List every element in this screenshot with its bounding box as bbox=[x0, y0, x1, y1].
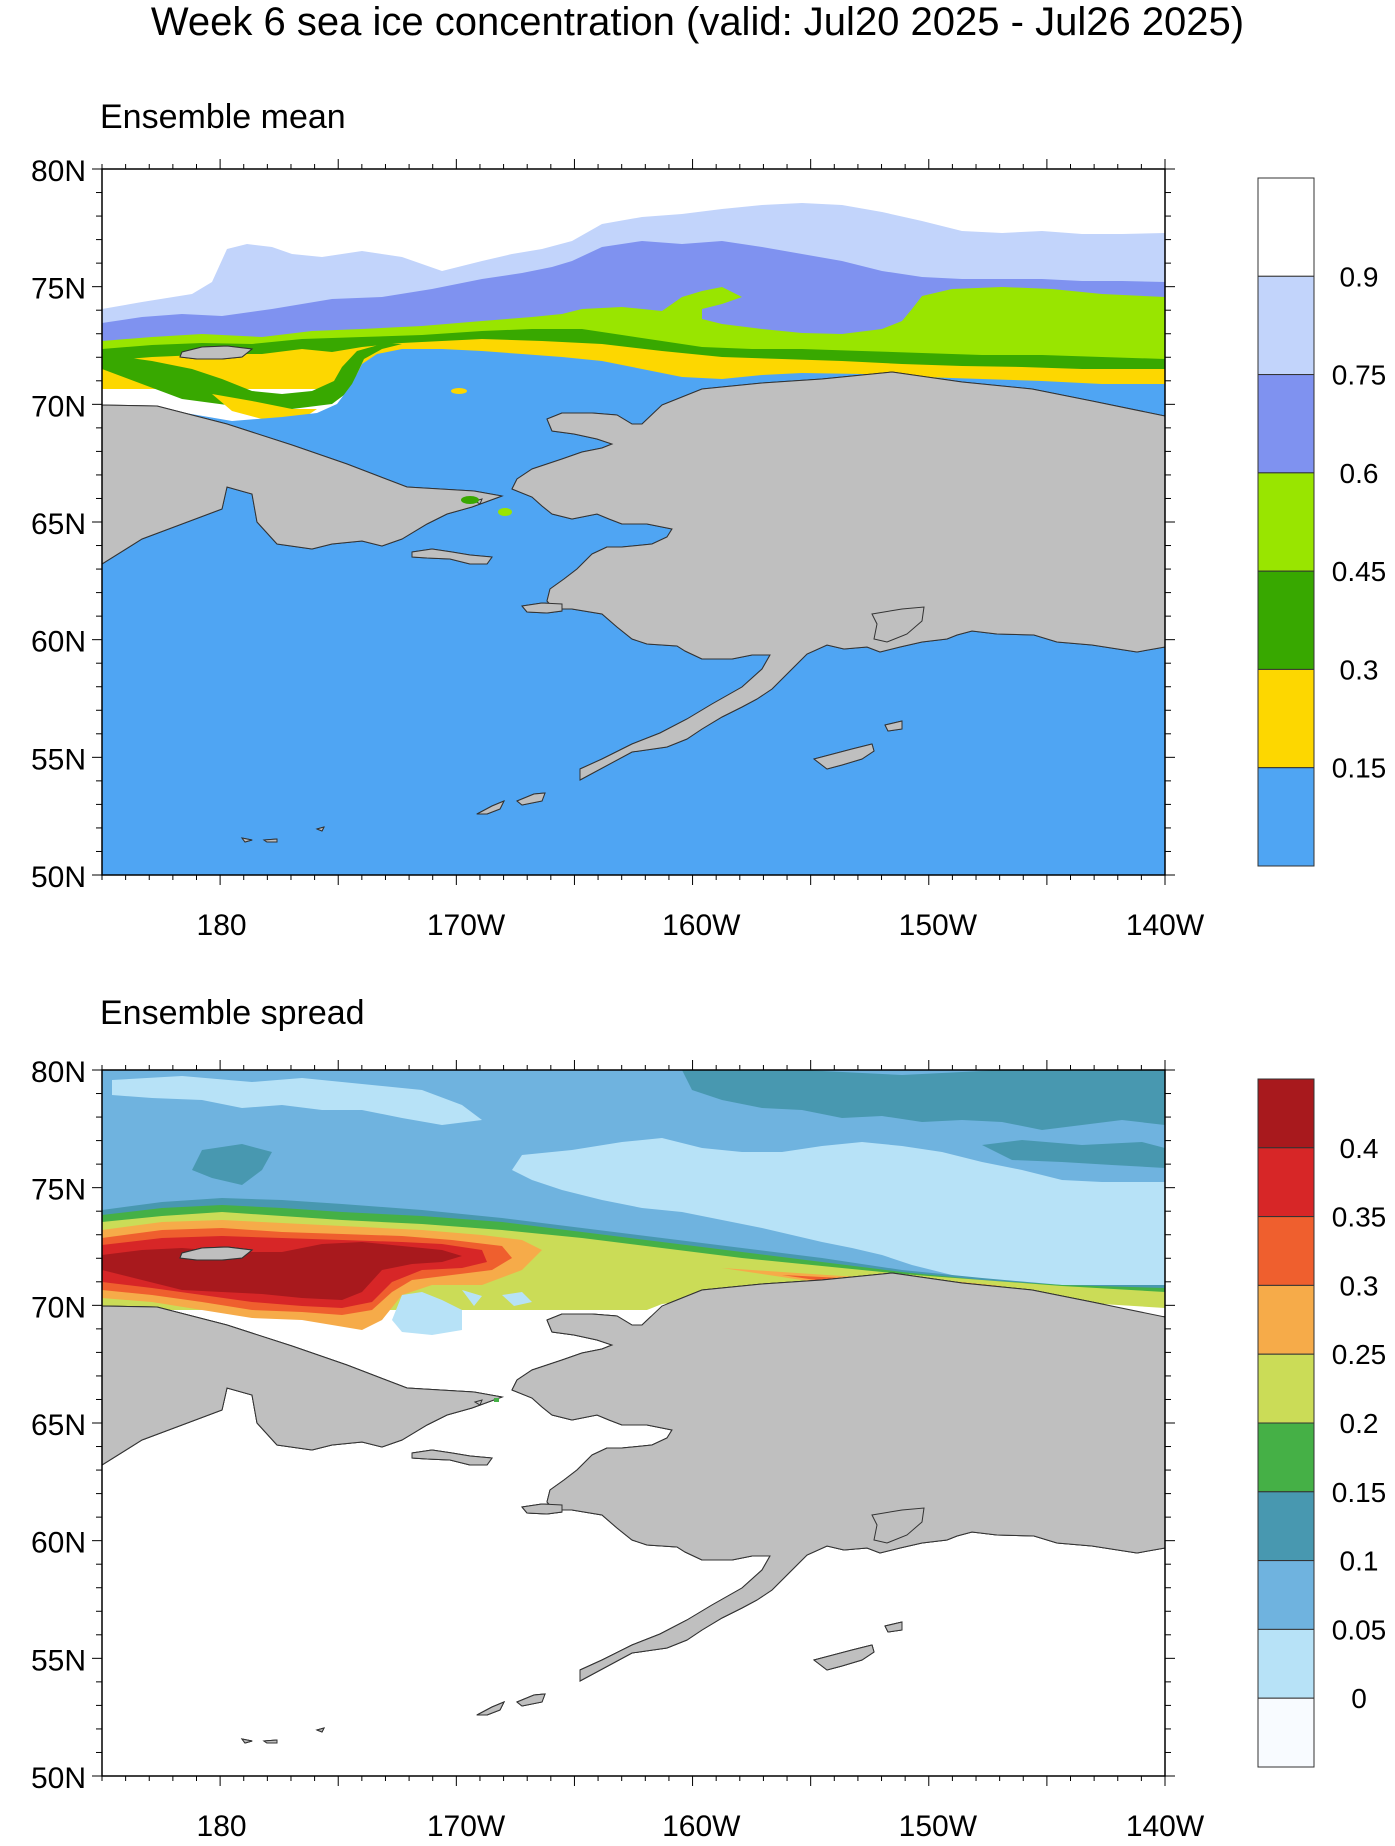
colorbar-box bbox=[1257, 1491, 1315, 1562]
lat-label: 55N bbox=[31, 1644, 86, 1677]
lat-label: 80N bbox=[31, 155, 86, 188]
lon-label: 180 bbox=[197, 909, 247, 942]
colorbar-box bbox=[1257, 177, 1315, 277]
colorbar-box bbox=[1257, 1422, 1315, 1493]
colorbar-label: 0.6 bbox=[1340, 458, 1379, 489]
lon-axis-spread: 180 170W 160W 150W 140W bbox=[197, 1810, 1205, 1843]
colorbar-label: 0.25 bbox=[1332, 1339, 1387, 1370]
colorbar-spread: 0.4 0.35 0.3 0.25 0.2 0.15 0.1 0.05 0 bbox=[1257, 1078, 1387, 1768]
colorbar-box bbox=[1257, 1353, 1315, 1424]
lat-label: 55N bbox=[31, 743, 86, 776]
lon-label: 150W bbox=[899, 909, 978, 942]
lat-label: 60N bbox=[31, 626, 86, 659]
lat-axis-spread: 80N 75N 70N 65N 60N 55N 50N bbox=[31, 1056, 86, 1795]
colorbar-label: 0.3 bbox=[1340, 654, 1379, 685]
figure-title: Week 6 sea ice concentration (valid: Jul… bbox=[150, 0, 1245, 44]
lon-label: 160W bbox=[662, 1810, 741, 1843]
lon-label: 150W bbox=[899, 1810, 978, 1843]
colorbar-box bbox=[1257, 668, 1315, 769]
lat-label: 50N bbox=[31, 1762, 86, 1795]
colorbar-box bbox=[1257, 1216, 1315, 1286]
lon-label: 140W bbox=[1126, 909, 1205, 942]
lon-label: 140W bbox=[1126, 1810, 1205, 1843]
lon-label: 170W bbox=[427, 909, 506, 942]
lat-axis-mean: 80N 75N 70N 65N 60N 55N 50N bbox=[31, 155, 86, 894]
colorbar-label: 0.75 bbox=[1332, 360, 1387, 391]
colorbar-label: 0.15 bbox=[1332, 753, 1387, 784]
panel-title-spread: Ensemble spread bbox=[100, 994, 365, 1032]
colorbar-label: 0.05 bbox=[1332, 1614, 1387, 1645]
axis-ticks-spread bbox=[92, 1060, 1175, 1786]
ice-speck-3 bbox=[451, 388, 467, 394]
colorbar-box bbox=[1257, 1147, 1315, 1218]
lat-label: 70N bbox=[31, 1291, 86, 1324]
colorbar-box bbox=[1257, 767, 1315, 867]
colorbar-box bbox=[1257, 374, 1315, 474]
map-ensemble-mean: 80N 75N 70N 65N 60N 55N 50N 180 170W 160W 150W 140… bbox=[31, 155, 1386, 942]
colorbar-label: 0.2 bbox=[1340, 1408, 1379, 1439]
colorbar-label: 0.45 bbox=[1332, 556, 1387, 587]
lat-label: 75N bbox=[31, 273, 86, 306]
lat-label: 65N bbox=[31, 508, 86, 541]
lat-label: 50N bbox=[31, 861, 86, 894]
spread-speck bbox=[494, 1398, 499, 1402]
panel-title-mean: Ensemble mean bbox=[100, 98, 346, 136]
colorbar-label: 0.35 bbox=[1332, 1202, 1387, 1233]
lon-label: 180 bbox=[197, 1810, 247, 1843]
colorbar-box bbox=[1257, 1078, 1315, 1149]
colorbar-box bbox=[1257, 1697, 1315, 1768]
axis-ticks-mean bbox=[92, 159, 1175, 885]
colorbar-box bbox=[1257, 570, 1315, 670]
lat-label: 70N bbox=[31, 390, 86, 423]
colorbar-label: 0 bbox=[1351, 1683, 1367, 1714]
map-ensemble-spread: 80N 75N 70N 65N 60N 55N 50N 180 170W 160W 150W 140… bbox=[31, 1056, 1386, 1843]
colorbar-label: 0.15 bbox=[1332, 1477, 1387, 1508]
spread-band-0-005 bbox=[112, 1076, 482, 1125]
colorbar-label: 0.4 bbox=[1340, 1133, 1379, 1164]
colorbar-box bbox=[1257, 472, 1315, 572]
lat-label: 80N bbox=[31, 1056, 86, 1089]
lat-label: 75N bbox=[31, 1174, 86, 1207]
lon-label: 160W bbox=[662, 909, 741, 942]
lat-label: 60N bbox=[31, 1527, 86, 1560]
colorbar-mean: 0.9 0.75 0.6 0.45 0.3 0.15 bbox=[1257, 177, 1387, 867]
lon-label: 170W bbox=[427, 1810, 506, 1843]
ice-speck-1 bbox=[461, 496, 479, 504]
lon-axis-mean: 180 170W 160W 150W 140W bbox=[197, 909, 1205, 942]
colorbar-box bbox=[1257, 1560, 1315, 1630]
colorbar-box bbox=[1257, 1284, 1315, 1355]
colorbar-label: 0.9 bbox=[1340, 261, 1379, 292]
colorbar-label: 0.3 bbox=[1340, 1270, 1379, 1301]
lat-label: 65N bbox=[31, 1409, 86, 1442]
colorbar-label: 0.1 bbox=[1340, 1546, 1379, 1577]
colorbar-box bbox=[1257, 275, 1315, 376]
ice-tongue-chukchi bbox=[102, 344, 402, 409]
spread-band-01-015 bbox=[682, 1070, 1165, 1130]
colorbar-box bbox=[1257, 1628, 1315, 1699]
ice-speck-2 bbox=[498, 508, 512, 516]
